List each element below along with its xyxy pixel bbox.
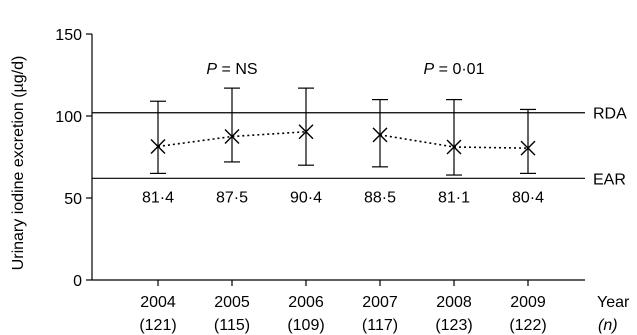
p-value-annotation-1: P = NS <box>206 61 257 78</box>
x-tick-label: 2004 <box>140 294 176 311</box>
data-point <box>224 129 240 144</box>
annotations: P = NS P = 0·01 <box>206 61 484 78</box>
marker-stroke <box>520 140 536 156</box>
y-axis-title: Urinary iodine excretion (µg/d) <box>10 56 27 271</box>
x-tick-label: 2008 <box>436 294 472 311</box>
x-n-label: (115) <box>214 317 250 334</box>
data-label: 81·1 <box>438 189 470 206</box>
x-tick-label: 2009 <box>510 294 546 311</box>
data-point <box>446 139 462 155</box>
data-point <box>372 127 388 143</box>
y-tick-label: 150 <box>55 27 82 44</box>
x-axis-title-n: (n) <box>598 317 618 334</box>
x-n-label: (121) <box>139 317 176 334</box>
x-n-label: (109) <box>287 317 324 334</box>
axes: 0 50 100 150 2004 (121) 2005 (115) 2006 (109) 2007… <box>55 27 585 334</box>
ref-label-rda: RDA <box>593 106 627 123</box>
x-tick-label: 2007 <box>362 294 398 311</box>
y-tick-label: 100 <box>55 109 82 126</box>
x-n-label: (122) <box>509 317 546 334</box>
error-bars <box>150 87 536 176</box>
p-value-annotation-2: P = 0·01 <box>424 61 485 78</box>
data-point <box>298 124 314 140</box>
reference-lines: RDA EAR <box>92 106 627 188</box>
x-n-label: (117) <box>362 317 398 334</box>
marker-stroke <box>224 129 240 144</box>
data-label: 87·5 <box>216 189 248 206</box>
trend-lines <box>157 130 529 149</box>
data-label: 81·4 <box>142 189 174 206</box>
data-point <box>150 139 166 154</box>
x-tick-label: 2006 <box>288 294 324 311</box>
x-n-label: (123) <box>435 317 472 334</box>
marker-stroke <box>298 124 314 140</box>
marker-stroke <box>150 139 166 154</box>
data-label: 90·4 <box>290 189 322 206</box>
y-tick-label: 0 <box>73 273 82 290</box>
y-tick-label: 50 <box>64 191 82 208</box>
data-point <box>520 140 536 156</box>
mean-labels: 81·4 87·5 90·4 88·5 81·1 80·4 <box>142 189 544 206</box>
marker-stroke <box>372 127 388 143</box>
data-label: 88·5 <box>364 189 396 206</box>
x-axis-title: Year <box>597 294 630 311</box>
x-tick-label: 2005 <box>214 294 250 311</box>
ref-label-ear: EAR <box>593 171 626 188</box>
data-points <box>150 124 536 156</box>
marker-stroke <box>446 139 462 155</box>
data-label: 80·4 <box>512 189 544 206</box>
